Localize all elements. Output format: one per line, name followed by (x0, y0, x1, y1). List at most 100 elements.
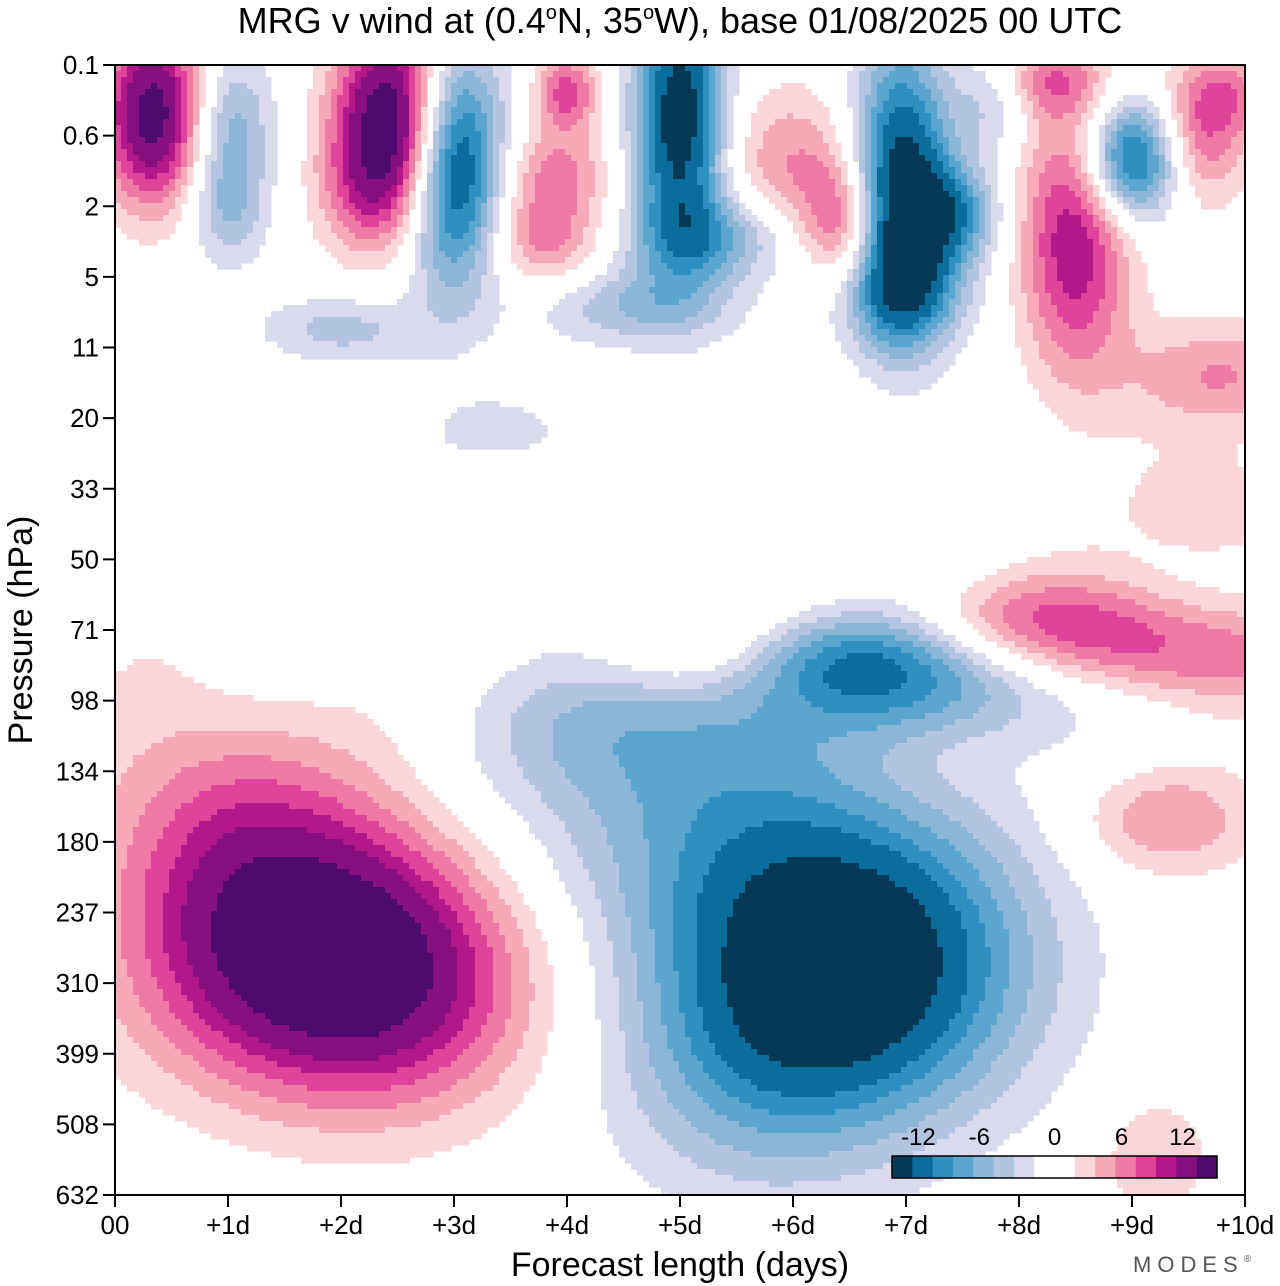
contour-cell (901, 833, 938, 840)
contour-cell (445, 131, 452, 138)
contour-cell (919, 305, 932, 312)
contour-cell (439, 191, 446, 198)
contour-cell (955, 1073, 986, 1080)
contour-cell (619, 233, 632, 240)
contour-cell (859, 365, 884, 372)
contour-cell (703, 101, 710, 108)
contour-cell (601, 905, 626, 912)
contour-cell (649, 863, 680, 870)
contour-cell (517, 1055, 542, 1062)
contour-cell (709, 221, 722, 228)
contour-cell (439, 131, 446, 138)
contour-cell (883, 257, 944, 264)
contour-cell (589, 221, 602, 228)
contour-cell (115, 185, 122, 192)
contour-cell (715, 119, 722, 126)
contour-cell (1231, 83, 1245, 90)
contour-cell (487, 209, 494, 216)
contour-cell (451, 1085, 494, 1092)
contour-cell (655, 1067, 680, 1074)
contour-cell (493, 173, 500, 180)
contour-cell (1009, 965, 1034, 972)
contour-cell (379, 323, 494, 330)
contour-cell (871, 131, 878, 138)
contour-cell (457, 911, 476, 918)
contour-cell (235, 803, 290, 810)
contour-cell (649, 287, 698, 294)
contour-cell (445, 1013, 470, 1020)
contour-cell (469, 935, 488, 942)
contour-cell (121, 179, 134, 186)
contour-cell (403, 857, 428, 864)
contour-cell (523, 1043, 548, 1050)
contour-cell (715, 857, 788, 864)
contour-cell (1129, 263, 1148, 270)
contour-cell (721, 695, 764, 702)
contour-cell (1021, 155, 1034, 162)
contour-cell (895, 83, 908, 90)
contour-cell (451, 929, 464, 936)
contour-cell (1111, 329, 1136, 336)
contour-cell (211, 929, 422, 936)
contour-cell (1159, 125, 1166, 132)
contour-cell (871, 257, 878, 264)
contour-cell (235, 827, 308, 834)
contour-cell (679, 875, 704, 882)
contour-cell (169, 887, 188, 894)
contour-cell (487, 875, 512, 882)
contour-cell (427, 227, 434, 234)
contour-cell (427, 209, 434, 216)
contour-cell (559, 101, 578, 108)
contour-cell (619, 113, 626, 120)
contour-cell (1069, 185, 1082, 192)
contour-cell (1009, 947, 1034, 954)
contour-cell (751, 125, 770, 132)
contour-cell (1033, 215, 1046, 222)
contour-cell (475, 299, 500, 306)
contour-cell (571, 107, 584, 114)
contour-cell (643, 179, 650, 186)
contour-cell (1045, 107, 1076, 114)
contour-cell (145, 917, 164, 924)
contour-cell (493, 977, 512, 984)
contour-cell (859, 119, 866, 126)
contour-cell (619, 215, 632, 222)
contour-cell (529, 89, 542, 96)
contour-cell (1015, 323, 1034, 330)
contour-cell (871, 269, 884, 276)
contour-cell (421, 257, 434, 264)
contour-cell (751, 1151, 830, 1158)
contour-cell (139, 1091, 200, 1098)
contour-cell (835, 623, 890, 630)
contour-cell (949, 173, 956, 180)
contour-cell (115, 203, 122, 210)
contour-cell (727, 191, 740, 198)
contour-cell (1045, 227, 1058, 234)
contour-cell (1021, 713, 1076, 720)
contour-cell (847, 275, 854, 282)
colorbar-swatch (1095, 1156, 1116, 1178)
contour-cell (805, 221, 818, 228)
contour-cell (343, 77, 356, 84)
contour-cell (169, 209, 182, 216)
contour-cell (325, 833, 368, 840)
contour-cell (1123, 689, 1196, 696)
contour-cell (283, 1079, 416, 1086)
contour-cell (937, 323, 950, 330)
contour-cell (859, 269, 866, 276)
contour-cell (403, 1019, 446, 1026)
contour-cell (829, 683, 902, 690)
contour-cell (319, 179, 326, 186)
contour-cell (1051, 335, 1106, 342)
contour-cell (1015, 179, 1028, 186)
contour-cell (307, 1031, 380, 1038)
contour-cell (409, 197, 416, 204)
contour-cell (385, 173, 398, 180)
contour-cell (331, 203, 344, 210)
contour-cell (1165, 137, 1172, 144)
contour-cell (625, 251, 638, 258)
contour-cell (1105, 209, 1112, 216)
contour-cell (619, 1025, 644, 1032)
contour-cell (1159, 149, 1166, 156)
contour-cell (721, 959, 944, 966)
